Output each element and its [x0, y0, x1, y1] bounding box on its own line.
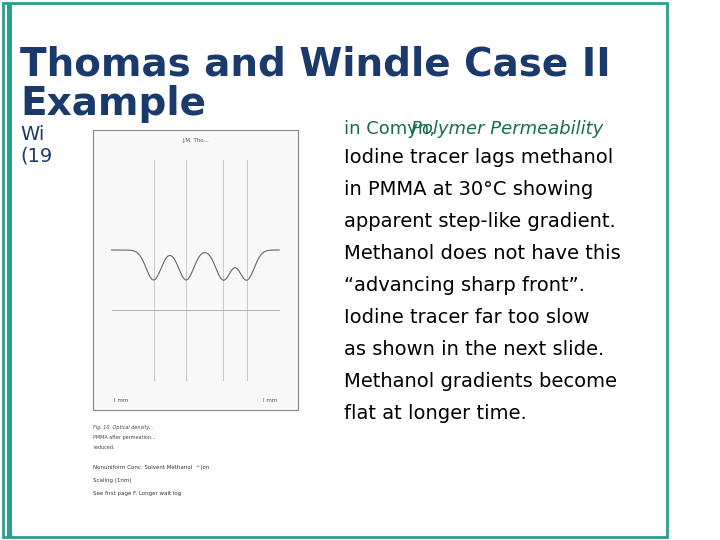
Text: Methanol does not have this: Methanol does not have this [344, 244, 621, 263]
Text: in Comyn,: in Comyn, [344, 120, 441, 138]
Text: See first page F. Longer wait log: See first page F. Longer wait log [93, 491, 181, 496]
Text: Iodine tracer lags methanol: Iodine tracer lags methanol [344, 148, 613, 167]
Text: Scaling (1nm): Scaling (1nm) [93, 478, 132, 483]
Text: Methanol gradients become: Methanol gradients become [344, 372, 618, 391]
Text: “advancing sharp front”.: “advancing sharp front”. [344, 276, 585, 295]
Text: I mm: I mm [263, 398, 277, 403]
Text: flat at longer time.: flat at longer time. [344, 404, 527, 423]
Bar [93, 130, 298, 410]
Text: Wi: Wi [20, 125, 45, 144]
Text: I mm: I mm [114, 398, 128, 403]
Text: in PMMA at 30°C showing: in PMMA at 30°C showing [344, 180, 594, 199]
Text: Polymer Permeability: Polymer Permeability [411, 120, 603, 138]
Text: Iodine tracer far too slow: Iodine tracer far too slow [344, 308, 590, 327]
Text: (19: (19 [20, 147, 53, 166]
Text: as shown in the next slide.: as shown in the next slide. [344, 340, 605, 359]
Text: Nonuniform Conc. Solvent Methanol  ^(on: Nonuniform Conc. Solvent Methanol ^(on [93, 465, 210, 470]
Bar [7, 3, 12, 537]
Text: Example: Example [20, 85, 207, 123]
Text: PMMA after permeation...: PMMA after permeation... [93, 435, 156, 440]
Text: Fig. 10. Optical density...: Fig. 10. Optical density... [93, 425, 153, 430]
Text: reduced.: reduced. [93, 445, 114, 450]
Text: J.M. Tho...: J.M. Tho... [182, 138, 209, 143]
Text: apparent step-like gradient.: apparent step-like gradient. [344, 212, 616, 231]
Text: Thomas and Windle Case II: Thomas and Windle Case II [20, 45, 611, 83]
